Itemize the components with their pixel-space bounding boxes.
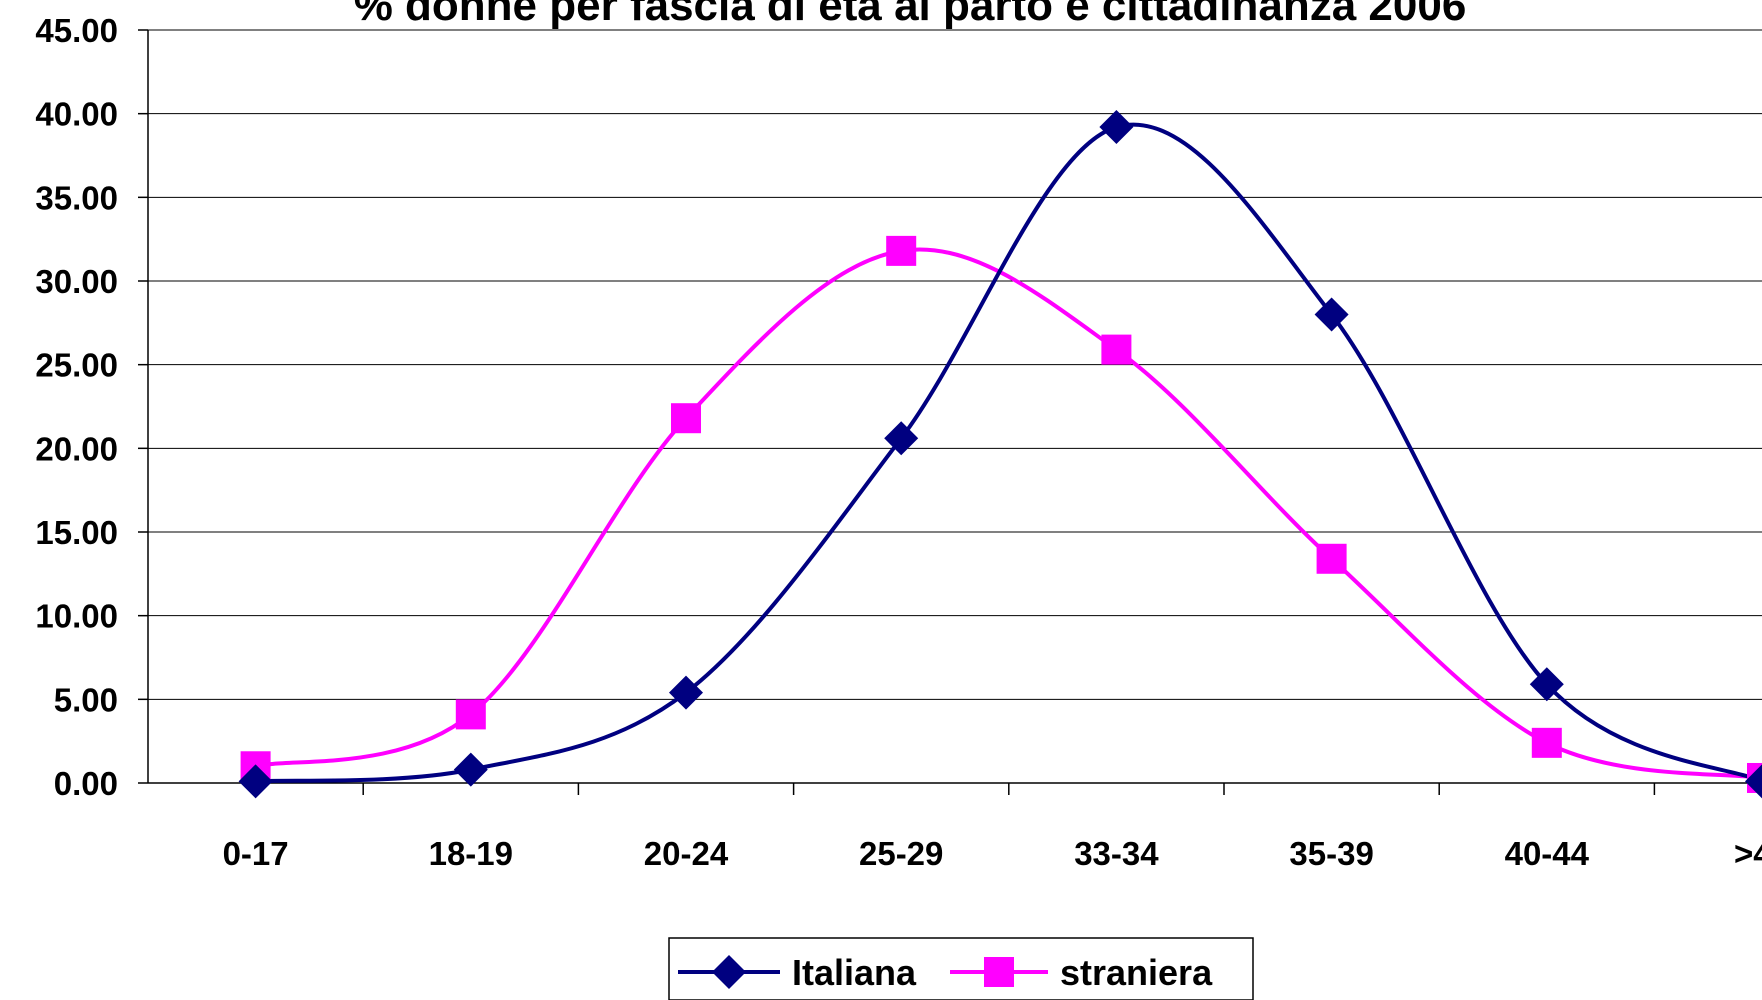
x-tick-label: 25-29 (859, 835, 943, 872)
y-tick-label: 40.00 (35, 96, 118, 133)
y-tick-label: 10.00 (35, 598, 118, 635)
y-tick-label: 35.00 (35, 179, 118, 216)
x-axis-tick-labels: 0-17 18-19 20-24 25-29 33-34 35-39 40-44 >44 (223, 835, 1762, 872)
x-tick-label: 0-17 (223, 835, 289, 872)
series-line-straniera (255, 247, 1762, 780)
series-line-italiana (255, 122, 1762, 784)
data-point-italiana (238, 764, 273, 799)
data-point-straniera (1531, 727, 1562, 758)
data-point-italiana (1745, 764, 1762, 799)
gridlines (148, 29, 1762, 700)
x-tick-label: 33-34 (1074, 835, 1159, 872)
data-point-italiana (1314, 297, 1349, 332)
legend-label-straniera: straniera (1060, 952, 1213, 993)
plot-frame (138, 29, 1762, 795)
chart-title: % donne per fascia di età al parto e cit… (354, 0, 1467, 30)
x-tick-label: >44 (1734, 835, 1762, 872)
data-point-italiana (669, 675, 703, 710)
data-point-italiana (1099, 110, 1134, 145)
data-point-straniera (1101, 334, 1132, 365)
y-tick-label: 30.00 (35, 263, 118, 300)
x-tick-label: 40-44 (1505, 835, 1590, 872)
y-tick-label: 25.00 (35, 347, 118, 384)
y-tick-label: 5.00 (54, 681, 118, 718)
x-tick-label: 35-39 (1289, 835, 1373, 872)
data-point-straniera (455, 699, 486, 730)
legend: Italiana straniera (668, 937, 1254, 1000)
y-tick-label: 15.00 (35, 514, 118, 551)
y-axis-tick-labels: 0.00 5.00 10.00 15.00 20.00 25.00 30.00 35.00 40… (35, 12, 118, 802)
y-tick-label: 20.00 (35, 430, 118, 467)
data-point-straniera (886, 235, 917, 266)
legend-marker-italiana (712, 955, 746, 989)
series-markers (238, 110, 1762, 799)
y-tick-label: 0.00 (54, 765, 118, 802)
legend-box (668, 937, 1254, 1000)
data-point-italiana (1529, 667, 1564, 702)
data-point-straniera (1316, 543, 1347, 574)
data-point-straniera (671, 403, 701, 434)
legend-label-italiana: Italiana (792, 952, 917, 993)
data-point-italiana (453, 752, 488, 787)
y-tick-label: 45.00 (35, 12, 118, 49)
x-tick-label: 20-24 (644, 835, 729, 872)
x-tick-label: 18-19 (429, 835, 513, 872)
data-point-italiana (884, 421, 919, 456)
legend-marker-straniera (984, 957, 1014, 987)
series-lines (255, 122, 1762, 784)
